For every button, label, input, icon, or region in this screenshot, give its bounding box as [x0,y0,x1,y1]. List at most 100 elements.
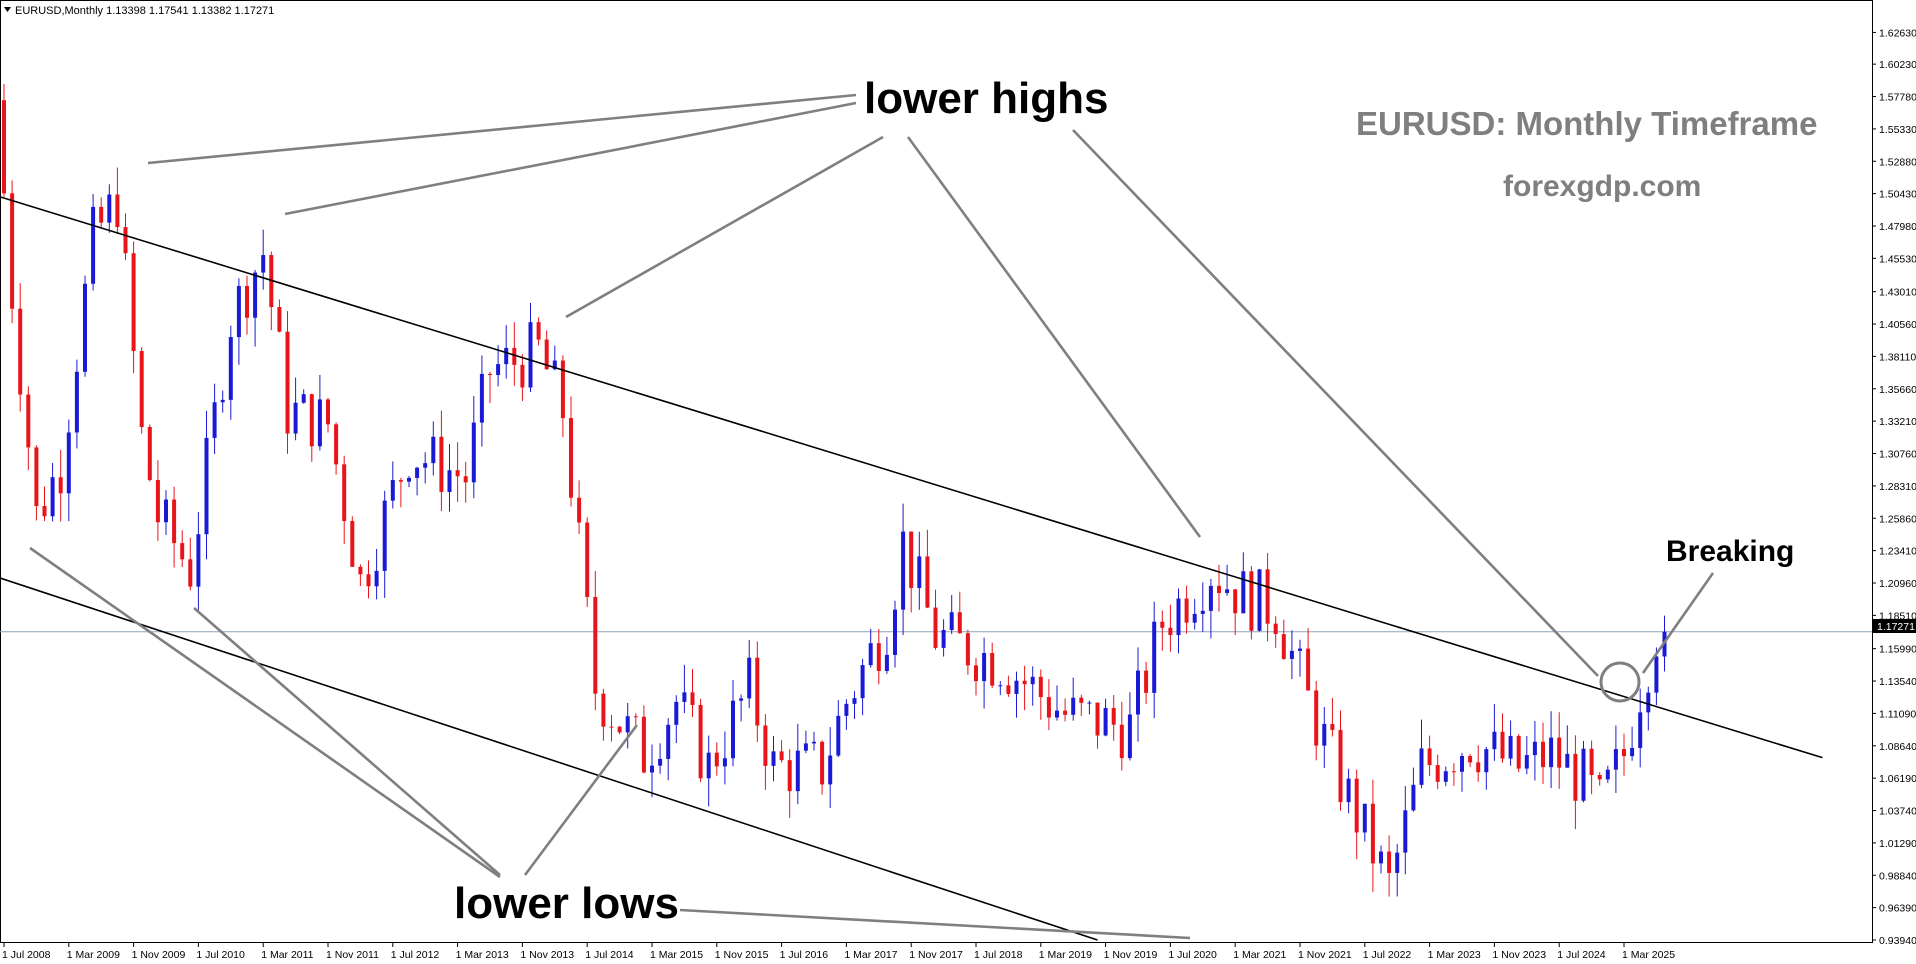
candle [1346,768,1351,814]
candle [34,445,39,521]
candle [1516,734,1521,773]
candle [431,421,436,476]
candle [309,393,314,462]
candle [1605,765,1610,783]
x-tick-label: 1 Jul 2012 [391,949,440,961]
candle [407,475,411,488]
candle [253,269,258,347]
y-tick-label: 1.62630 [1879,27,1916,39]
candle [1613,725,1618,793]
x-tick-label: 1 Mar 2011 [261,949,313,961]
candle [479,355,484,447]
candle [1541,722,1545,784]
candle [1557,712,1562,789]
y-tick-label: 1.60230 [1879,59,1916,71]
x-tick-label: 1 Jul 2016 [780,949,829,961]
candle [528,303,533,392]
candle [74,359,79,449]
candle [374,548,379,600]
candle [1427,735,1432,777]
x-tick-label: 1 Mar 2009 [67,949,120,961]
candle [1306,628,1311,691]
candle [1136,647,1140,742]
candle [155,460,160,542]
pointer-line [147,93,857,165]
candle [569,396,573,507]
candle [1468,753,1473,768]
candle [1508,720,1513,766]
y-tick-label: 1.47980 [1879,221,1916,233]
candle [1249,566,1254,640]
y-tick-label: 1.15990 [1879,644,1916,656]
x-tick-label: 1 Jul 2022 [1363,949,1412,961]
pointer-line [193,607,501,876]
candle [1362,803,1367,842]
annotation-breaking: Breaking [1666,535,1794,568]
candle [925,529,930,609]
candle [188,537,193,591]
candle [1095,702,1100,749]
candle [836,700,841,758]
x-tick-label: 1 Nov 2009 [132,949,186,961]
x-tick-label: 1 Jul 2010 [196,949,245,961]
candle [998,680,1003,696]
candle [293,377,298,441]
pointer-line [523,724,639,876]
candle [1435,754,1440,790]
candle [1411,767,1416,812]
candle [66,419,71,522]
candle [496,345,501,387]
candle [1476,745,1481,782]
y-tick-label: 1.33210 [1879,416,1916,428]
candle [382,490,387,598]
candle [982,637,987,709]
y-tick-label: 1.52880 [1879,156,1916,168]
candle [42,486,47,521]
y-tick-label: 1.50430 [1879,189,1916,201]
candle [990,642,995,688]
candle [1046,679,1051,731]
candle [844,699,849,730]
candle [1225,564,1230,596]
candle [50,463,55,522]
candle [560,355,565,438]
candle [803,730,808,754]
x-tick-label: 1 Jul 2020 [1168,949,1217,961]
candle [1006,675,1011,697]
candle [1087,700,1092,715]
y-tick-label: 1.23410 [1879,546,1916,558]
candle [658,743,663,774]
candle [1265,552,1270,642]
candle [1549,711,1554,789]
candle [1460,752,1464,792]
candle [180,530,185,567]
symbol-dropdown-icon[interactable] [4,7,11,12]
candle [455,442,460,502]
candle [763,714,768,790]
candle [593,571,598,711]
x-tick-label: 1 Jul 2014 [585,949,634,961]
candle [172,486,177,568]
candle [1403,786,1408,875]
pointer-line [1072,129,1599,677]
y-tick-label: 0.98840 [1879,870,1916,882]
candle [520,354,525,402]
candle [1289,630,1294,680]
candle [1314,680,1319,761]
candle [876,629,881,685]
x-tick-label: 1 Nov 2021 [1298,949,1352,961]
candle [755,641,760,742]
candle [1233,588,1238,635]
candle [1063,698,1068,722]
candle [18,283,23,412]
candle [358,564,363,587]
candle [1565,725,1570,768]
candle [577,480,582,535]
y-tick-label: 1.43010 [1879,287,1916,299]
candle [1160,610,1165,651]
price-axis-ticks: 1.62630 1.60230 1.57780 1.55330 1.52880 1.504… [1872,27,1916,947]
x-tick-label: 1 Nov 2011 [326,949,379,961]
candle [1330,697,1335,737]
y-tick-label: 1.28310 [1879,481,1916,493]
